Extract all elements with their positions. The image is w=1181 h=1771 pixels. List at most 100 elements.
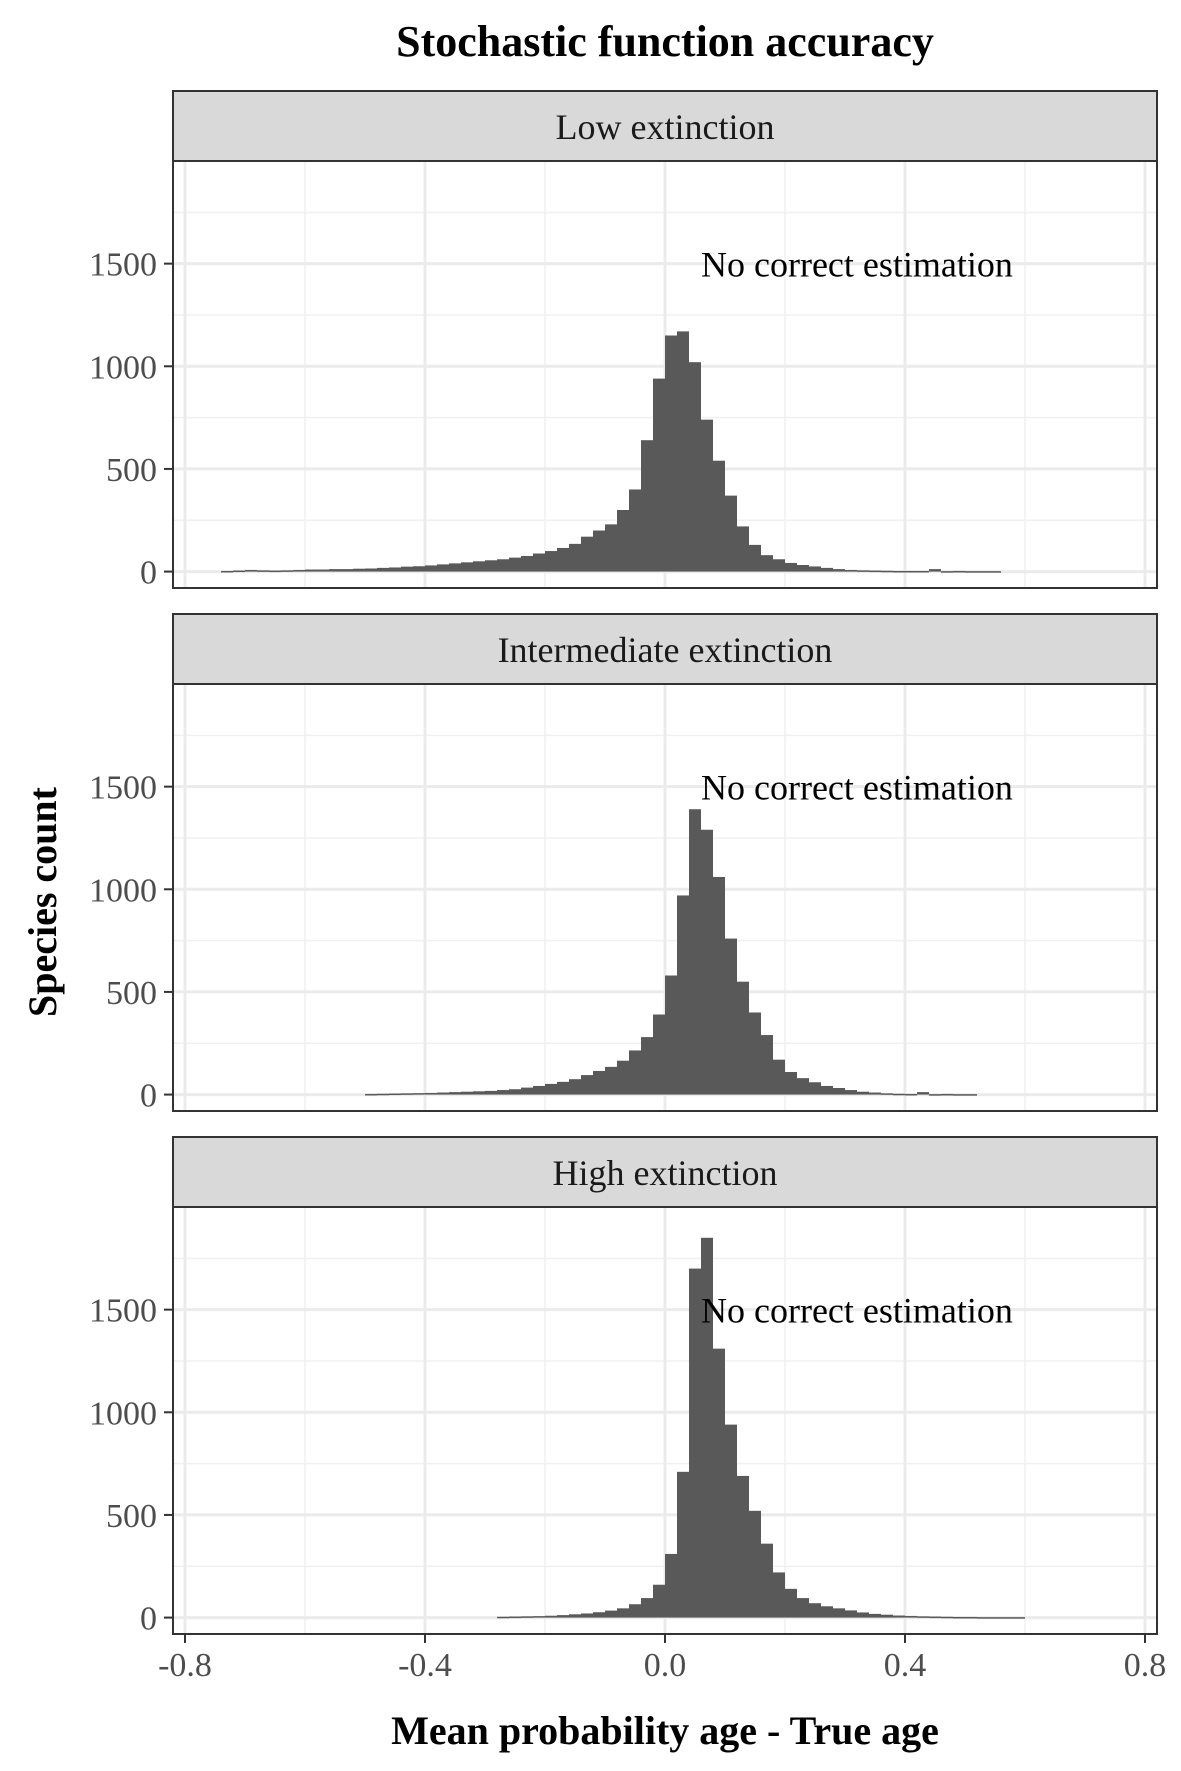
- histogram-bar: [785, 562, 797, 572]
- histogram-bar: [257, 570, 269, 572]
- histogram-bar: [605, 524, 617, 572]
- histogram-bar: [485, 1090, 497, 1095]
- facet-panel: Intermediate extinction No correct estima…: [89, 613, 1158, 1115]
- histogram-bar: [941, 571, 953, 573]
- facet-panels: Low extinction No correct estimation 0 500 1…: [89, 90, 1158, 1638]
- histogram-bar: [809, 566, 821, 572]
- histogram-bar: [953, 570, 965, 573]
- histogram-bar: [281, 570, 293, 572]
- histogram-bar: [713, 1348, 725, 1618]
- histogram-bar: [917, 1092, 929, 1095]
- histogram-bar: [1001, 1617, 1013, 1619]
- histogram-bars: [221, 331, 1001, 573]
- histogram-bar: [497, 559, 509, 572]
- histogram-bar: [905, 570, 917, 573]
- histogram-bar: [869, 1613, 881, 1618]
- histogram-bar: [617, 509, 629, 572]
- histogram-bar: [449, 563, 461, 572]
- histogram-bar: [857, 1612, 869, 1618]
- histogram-bar: [785, 1588, 797, 1618]
- histogram-bar: [773, 559, 785, 572]
- histogram-bar: [713, 460, 725, 572]
- histogram-bar: [557, 547, 569, 572]
- y-tick-label: 1000: [89, 1395, 157, 1432]
- histogram-bar: [401, 1093, 413, 1095]
- y-tick-label: 1500: [89, 247, 157, 284]
- histogram-bar: [605, 1610, 617, 1618]
- histogram-bar: [653, 378, 665, 572]
- histogram-bar: [701, 829, 713, 1095]
- histogram-bar: [437, 1092, 449, 1095]
- histogram-bar: [893, 1093, 905, 1096]
- histogram-bar: [833, 569, 845, 572]
- x-tick-label: -0.4: [398, 1647, 452, 1684]
- histogram-bar: [881, 1093, 893, 1095]
- histogram-bar: [905, 1093, 917, 1096]
- histogram-bar: [509, 557, 521, 572]
- y-tick-label: 0: [140, 1601, 157, 1638]
- histogram-bar: [437, 564, 449, 572]
- histogram-bar: [533, 553, 545, 572]
- histogram-bar: [593, 1612, 605, 1618]
- histogram-bar: [905, 1615, 917, 1618]
- histogram-bar: [689, 362, 701, 572]
- histogram-bar: [377, 567, 389, 572]
- histogram-bar: [413, 566, 425, 572]
- histogram-bar: [869, 1092, 881, 1095]
- histogram-bar: [701, 1237, 713, 1618]
- histogram-bar: [365, 1093, 377, 1096]
- y-tick-label: 1000: [89, 349, 157, 386]
- histogram-bar: [485, 560, 497, 572]
- x-axis: -0.8 -0.4 0.0 0.4 0.8: [158, 1634, 1166, 1684]
- histogram-bar: [473, 1091, 485, 1095]
- panel-border: [172, 160, 1158, 589]
- histogram-bar: [977, 1617, 989, 1619]
- histogram-bar: [989, 1617, 1001, 1619]
- histogram-bar: [245, 569, 257, 572]
- histogram-bar: [653, 1584, 665, 1618]
- histogram-bar: [809, 1603, 821, 1618]
- histogram-bar: [569, 1079, 581, 1095]
- histogram-bar: [881, 570, 893, 573]
- y-tick-label: 500: [106, 975, 157, 1012]
- facet-panel: High extinction No correct estimation 0 500…: [89, 1136, 1158, 1638]
- histogram-bar: [965, 571, 977, 573]
- histogram-bar: [497, 1616, 509, 1619]
- histogram-bar: [941, 1616, 953, 1619]
- histogram-bar: [545, 551, 557, 572]
- histogram-bar: [617, 1060, 629, 1095]
- histogram-bar: [761, 1543, 773, 1618]
- histogram-bar: [773, 1059, 785, 1095]
- histogram-bar: [929, 1094, 941, 1096]
- histogram-bar: [749, 544, 761, 572]
- y-tick-label: 1500: [89, 1293, 157, 1330]
- x-tick-label: 0.0: [644, 1647, 687, 1684]
- histogram-bar: [701, 419, 713, 572]
- histogram-bar: [401, 566, 413, 572]
- histogram-bar: [989, 571, 1001, 573]
- facet-strip: [172, 90, 1158, 162]
- histogram-bar: [473, 561, 485, 572]
- y-tick-label: 0: [140, 555, 157, 592]
- histogram-bar: [869, 570, 881, 573]
- y-tick-label: 500: [106, 452, 157, 489]
- histogram-bar: [857, 570, 869, 572]
- histogram-bar: [581, 536, 593, 572]
- panel-annotation: No correct estimation: [701, 245, 1013, 285]
- histogram-bar: [569, 543, 581, 572]
- histogram-bar: [725, 1424, 737, 1618]
- histogram-bar: [737, 1475, 749, 1618]
- histogram-bar: [425, 1092, 437, 1095]
- histogram-bar: [641, 440, 653, 572]
- panel-border: [172, 683, 1158, 1112]
- x-axis-label: Mean probability age - True age: [391, 1708, 939, 1753]
- facet-strip-label: Low extinction: [556, 107, 775, 147]
- histogram-bar: [881, 1614, 893, 1618]
- panel-annotation: No correct estimation: [701, 768, 1013, 808]
- histogram-bar: [785, 1071, 797, 1095]
- histogram-bar: [749, 1510, 761, 1618]
- y-tick-label: 500: [106, 1498, 157, 1535]
- histogram-bars: [497, 1237, 1025, 1619]
- histogram-bar: [761, 555, 773, 572]
